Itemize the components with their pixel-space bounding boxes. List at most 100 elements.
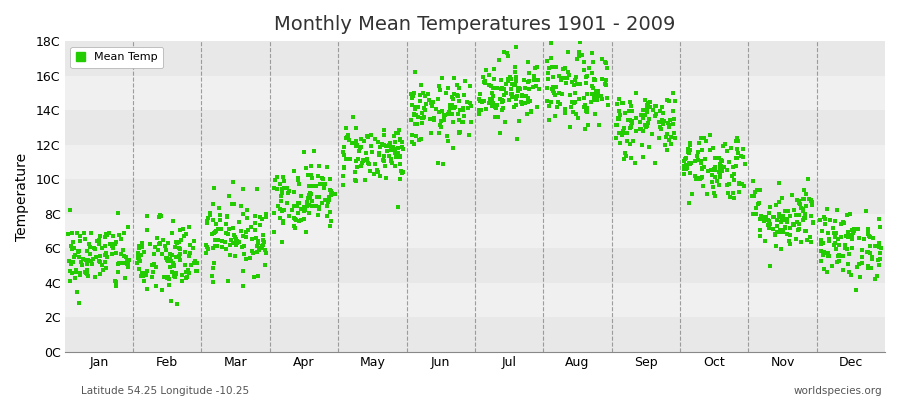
Point xyxy=(290,203,304,210)
Point xyxy=(780,208,795,215)
Point xyxy=(797,214,812,221)
Point xyxy=(842,269,857,275)
Point xyxy=(587,76,601,82)
Point xyxy=(814,228,829,234)
Point xyxy=(206,279,220,285)
Point xyxy=(388,163,402,170)
Point xyxy=(831,253,845,259)
Point xyxy=(76,256,91,262)
Point xyxy=(479,106,493,112)
Point xyxy=(681,150,696,156)
Point xyxy=(694,160,708,166)
Point xyxy=(497,92,511,98)
Point xyxy=(492,56,507,63)
Point xyxy=(134,252,148,258)
Point xyxy=(508,81,522,88)
Point xyxy=(158,247,173,253)
Point xyxy=(145,262,159,268)
Point xyxy=(660,97,674,104)
Point xyxy=(648,112,662,119)
Point xyxy=(634,142,649,148)
Point xyxy=(813,217,827,224)
Point xyxy=(711,168,725,175)
Point xyxy=(585,83,599,89)
Point xyxy=(175,278,189,284)
Point xyxy=(566,100,580,106)
Point xyxy=(663,134,678,140)
Point xyxy=(302,183,317,189)
Point xyxy=(293,216,308,223)
Point xyxy=(464,119,478,125)
Point xyxy=(392,161,407,168)
Point xyxy=(548,112,562,119)
Point xyxy=(236,186,250,192)
Point xyxy=(779,216,794,223)
Point xyxy=(585,91,599,97)
Point xyxy=(583,98,598,105)
Point xyxy=(158,243,173,250)
Point xyxy=(103,240,117,247)
Point xyxy=(814,237,828,244)
Point xyxy=(518,85,533,91)
Point xyxy=(722,159,736,166)
Point xyxy=(408,104,422,110)
Point xyxy=(353,145,367,151)
Point xyxy=(831,236,845,242)
Point xyxy=(778,217,793,223)
Point xyxy=(611,116,625,122)
Point xyxy=(84,230,98,236)
Point xyxy=(199,241,213,248)
Point xyxy=(337,152,351,158)
Point xyxy=(286,223,301,229)
Point xyxy=(292,218,306,224)
Point xyxy=(412,92,427,99)
Point xyxy=(445,94,459,100)
Point xyxy=(408,121,422,128)
Point xyxy=(472,98,487,104)
Bar xyxy=(65,179,885,214)
Point xyxy=(524,108,538,114)
Point xyxy=(455,104,470,111)
Point xyxy=(833,234,848,241)
Point xyxy=(245,248,259,254)
Point xyxy=(227,201,241,208)
Point xyxy=(305,175,320,182)
Point xyxy=(245,236,259,242)
Point xyxy=(821,230,835,236)
Point xyxy=(242,254,256,261)
Point xyxy=(568,99,582,105)
Point xyxy=(170,301,184,308)
Point xyxy=(167,262,182,268)
Point xyxy=(234,202,248,209)
Point xyxy=(207,230,221,236)
Point xyxy=(377,153,392,159)
Point xyxy=(385,144,400,150)
Point xyxy=(521,95,535,101)
Point xyxy=(643,99,657,106)
Point xyxy=(152,240,166,246)
Point xyxy=(685,191,699,198)
Point xyxy=(432,130,446,136)
Point xyxy=(796,196,810,203)
Point xyxy=(758,238,772,245)
Point xyxy=(757,218,771,224)
Point xyxy=(513,86,527,92)
Point xyxy=(388,138,402,145)
Point xyxy=(504,75,518,82)
Point xyxy=(340,134,355,140)
Point xyxy=(545,88,560,94)
Point xyxy=(436,112,451,118)
Point xyxy=(358,176,373,183)
Point xyxy=(633,118,647,125)
Point xyxy=(454,118,469,125)
Point xyxy=(116,260,130,266)
Point xyxy=(832,252,846,258)
Point xyxy=(114,251,129,257)
Point xyxy=(434,124,448,130)
Point xyxy=(580,109,594,116)
Point xyxy=(636,111,651,118)
Point xyxy=(392,130,406,136)
Point xyxy=(587,77,601,83)
Point xyxy=(586,59,600,65)
Point xyxy=(130,252,145,258)
